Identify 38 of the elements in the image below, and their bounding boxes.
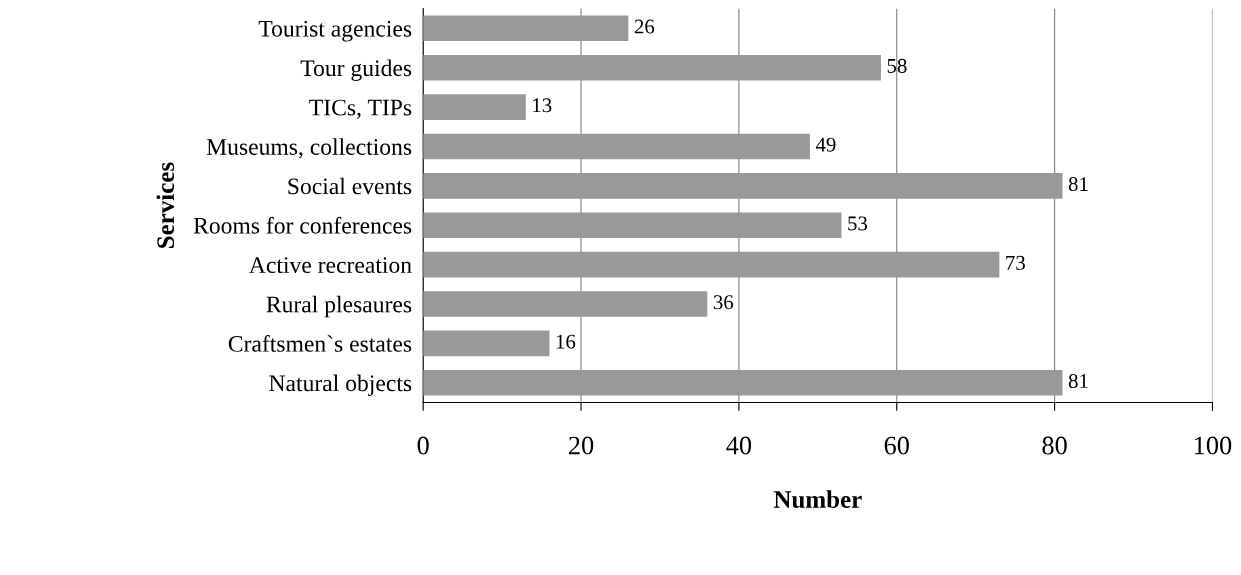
- y-tick-label: TICs, TIPs: [309, 99, 412, 119]
- y-tick-label: Social events: [288, 177, 412, 195]
- y-tick-label: Rural plesaures: [266, 295, 412, 318]
- y-tick-label: Natural objects: [269, 374, 412, 397]
- data-label: 81: [1068, 177, 1088, 192]
- bar: [423, 133, 810, 160]
- y-tick-label: Tour guides: [300, 59, 412, 81]
- x-tick-label: 60: [884, 436, 909, 455]
- data-label: 36: [713, 295, 734, 310]
- bar: [423, 54, 881, 81]
- data-label: 13: [533, 98, 552, 113]
- bar: [423, 94, 526, 120]
- bar: [423, 15, 629, 42]
- y-tick-label: Rooms for conferences: [193, 216, 412, 234]
- data-label: 58: [887, 58, 907, 73]
- bar: [423, 291, 708, 317]
- bar: [423, 330, 550, 357]
- bar: [423, 212, 842, 239]
- data-label: 81: [1068, 373, 1088, 389]
- data-label: 49: [815, 137, 836, 152]
- data-label: 53: [848, 216, 868, 231]
- y-tick-label: Tourist agencies: [258, 20, 412, 42]
- y-tick-label: Museums, collections: [206, 138, 412, 159]
- bar: [423, 370, 1063, 396]
- data-label: 73: [1006, 255, 1025, 270]
- x-axis-title: Number: [773, 490, 862, 508]
- x-tick-label: 80: [1042, 436, 1067, 455]
- y-tick-label: Active recreation: [249, 257, 412, 274]
- data-label: 16: [556, 334, 576, 349]
- bar: [423, 173, 1063, 199]
- x-tick-label: 100: [1194, 436, 1232, 455]
- data-label: 26: [634, 19, 655, 34]
- x-tick-label: 0: [417, 436, 429, 455]
- y-tick-label: Craftsmen`s estates: [228, 334, 412, 352]
- y-axis-title: Services: [156, 162, 175, 248]
- x-tick-label: 40: [726, 436, 752, 455]
- bar: [423, 251, 1000, 278]
- x-tick-label: 20: [569, 436, 594, 455]
